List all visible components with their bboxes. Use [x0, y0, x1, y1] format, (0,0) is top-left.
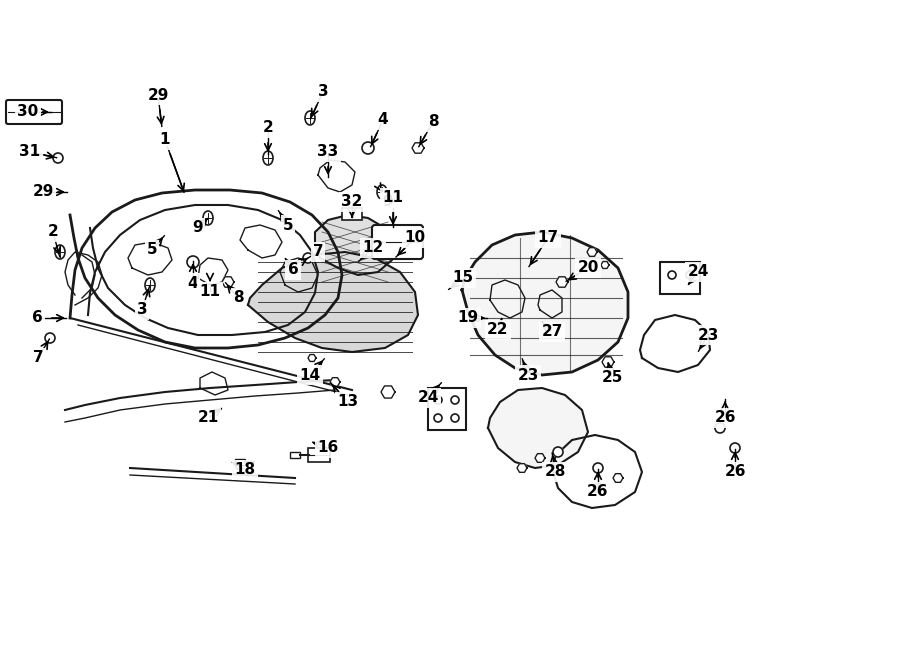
Text: 5: 5 [283, 218, 293, 232]
Bar [290, 452, 300, 458]
Bar [660, 262, 700, 294]
Circle shape [187, 256, 199, 268]
Ellipse shape [263, 151, 273, 165]
Text: 6: 6 [288, 263, 299, 277]
Text: 4: 4 [378, 113, 388, 128]
Polygon shape [488, 388, 588, 468]
Text: 26: 26 [715, 410, 736, 426]
Polygon shape [602, 357, 614, 367]
Polygon shape [613, 474, 623, 483]
Text: 24: 24 [688, 265, 708, 279]
Text: 23: 23 [518, 367, 539, 383]
Text: 13: 13 [338, 395, 358, 410]
Circle shape [715, 423, 725, 433]
Ellipse shape [305, 111, 315, 125]
Text: 33: 33 [318, 144, 338, 160]
Polygon shape [222, 277, 234, 287]
Bar [342, 208, 362, 220]
Polygon shape [587, 248, 597, 256]
Text: 26: 26 [724, 465, 746, 479]
Polygon shape [601, 261, 609, 269]
Polygon shape [308, 355, 316, 361]
Text: 25: 25 [601, 371, 623, 385]
Polygon shape [535, 453, 545, 462]
Polygon shape [593, 484, 603, 493]
Text: 23: 23 [698, 328, 719, 342]
Text: 17: 17 [537, 230, 559, 246]
Circle shape [668, 271, 676, 279]
Text: 14: 14 [300, 367, 320, 383]
Bar [235, 459, 245, 465]
Text: 10: 10 [404, 230, 426, 246]
Circle shape [451, 414, 459, 422]
Text: 30: 30 [17, 105, 39, 120]
Circle shape [434, 414, 442, 422]
Text: 20: 20 [577, 261, 598, 275]
Polygon shape [381, 386, 395, 398]
Text: 1: 1 [160, 132, 170, 148]
Circle shape [434, 396, 442, 404]
Text: 7: 7 [312, 244, 323, 260]
Polygon shape [517, 463, 527, 472]
Polygon shape [412, 143, 424, 153]
Polygon shape [556, 277, 568, 287]
Bar [428, 388, 466, 430]
Polygon shape [330, 377, 340, 387]
Ellipse shape [55, 245, 65, 259]
Text: 2: 2 [263, 120, 274, 136]
Circle shape [362, 142, 374, 154]
FancyBboxPatch shape [6, 100, 62, 124]
Text: 9: 9 [382, 195, 393, 209]
Text: 5: 5 [147, 242, 158, 258]
Text: 4: 4 [188, 275, 198, 291]
Text: 27: 27 [541, 324, 562, 340]
Circle shape [553, 447, 563, 457]
Text: 18: 18 [234, 463, 256, 477]
Text: 3: 3 [137, 303, 148, 318]
Circle shape [686, 271, 694, 279]
Text: 8: 8 [233, 291, 243, 305]
Circle shape [730, 443, 740, 453]
Text: 29: 29 [32, 185, 54, 199]
Text: 26: 26 [587, 485, 608, 500]
Text: 11: 11 [200, 285, 220, 299]
Text: 12: 12 [363, 240, 383, 256]
Circle shape [45, 333, 55, 343]
Text: 16: 16 [318, 440, 338, 455]
Text: 24: 24 [418, 391, 438, 406]
Ellipse shape [145, 278, 155, 292]
Circle shape [593, 463, 603, 473]
Text: 11: 11 [382, 191, 403, 205]
Text: 19: 19 [457, 310, 479, 326]
Circle shape [53, 153, 63, 163]
Text: 29: 29 [148, 87, 168, 103]
Circle shape [303, 253, 313, 263]
Text: 6: 6 [32, 310, 42, 326]
Ellipse shape [377, 185, 387, 199]
Bar [308, 448, 330, 462]
Text: 32: 32 [341, 195, 363, 209]
Text: 28: 28 [544, 465, 566, 479]
Polygon shape [315, 215, 395, 275]
Text: 22: 22 [487, 322, 508, 338]
Text: 3: 3 [318, 85, 328, 99]
Text: 2: 2 [48, 224, 58, 240]
Circle shape [451, 396, 459, 404]
Text: 7: 7 [32, 350, 43, 365]
Text: 21: 21 [197, 410, 219, 426]
Text: 31: 31 [20, 144, 40, 160]
Polygon shape [248, 252, 418, 352]
Text: 15: 15 [453, 271, 473, 285]
Ellipse shape [203, 211, 213, 225]
Polygon shape [462, 232, 628, 375]
Text: 9: 9 [193, 220, 203, 236]
FancyBboxPatch shape [372, 225, 423, 259]
Text: 8: 8 [428, 115, 438, 130]
